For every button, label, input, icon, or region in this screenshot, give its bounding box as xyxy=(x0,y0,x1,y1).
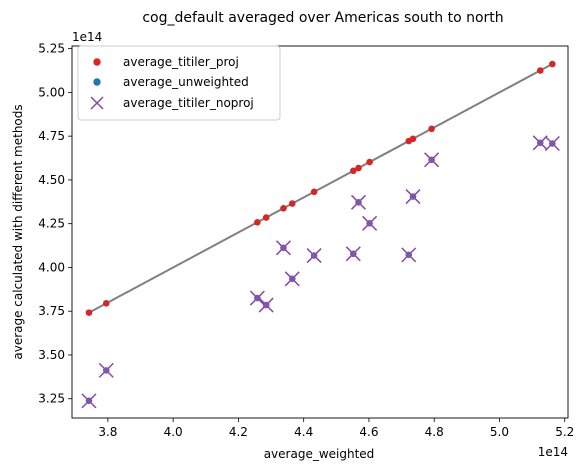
point-unweighted xyxy=(409,193,417,200)
y-tick-label: 5.25 xyxy=(38,42,65,56)
point-titiler-proj xyxy=(102,300,110,307)
legend-marker-unweighted xyxy=(93,78,101,86)
points-layer xyxy=(81,60,560,409)
x-tick-label: 4.8 xyxy=(425,425,444,439)
x-tick-label: 5.0 xyxy=(490,425,509,439)
y-tick-label: 3.50 xyxy=(38,348,65,362)
point-titiler-proj xyxy=(254,218,261,226)
legend: average_titiler_proj average_unweighted … xyxy=(77,45,281,121)
point-unweighted xyxy=(280,244,287,252)
x-tick-label: 3.8 xyxy=(98,425,117,439)
plot-frame xyxy=(71,45,569,419)
point-titiler-proj xyxy=(428,125,435,133)
y-tick-label: 3.25 xyxy=(38,392,65,406)
point-titiler-proj xyxy=(310,188,318,196)
point-titiler-proj xyxy=(280,204,287,212)
x-tick-label: 5.2 xyxy=(555,425,574,439)
legend-marker-titiler-noproj xyxy=(90,96,104,110)
point-unweighted xyxy=(349,250,357,258)
point-titiler-proj xyxy=(409,135,417,143)
y-offset-text: 1e14 xyxy=(72,30,102,44)
legend-label-titiler-noproj: average_titiler_noproj xyxy=(123,96,254,110)
point-titiler-proj xyxy=(355,164,362,172)
point-unweighted xyxy=(85,397,93,405)
point-unweighted xyxy=(549,140,556,147)
point-unweighted xyxy=(536,139,544,147)
y-tick-label: 4.25 xyxy=(38,217,65,231)
point-titiler-proj xyxy=(549,60,556,68)
legend-label-titiler-proj: average_titiler_proj xyxy=(123,55,239,69)
point-titiler-proj xyxy=(366,158,373,166)
legend-frame xyxy=(77,45,281,121)
point-unweighted xyxy=(102,367,110,374)
y-tick-label: 4.50 xyxy=(38,173,65,187)
x-tick-label: 4.2 xyxy=(229,425,248,439)
point-titiler-proj xyxy=(536,67,544,74)
x-tick-label: 4.4 xyxy=(294,425,313,439)
point-unweighted xyxy=(366,220,373,227)
point-titiler-proj xyxy=(288,200,296,207)
point-unweighted xyxy=(310,252,318,259)
y-tick-label: 3.75 xyxy=(38,304,65,318)
point-titiler-proj xyxy=(262,214,270,221)
legend-label-unweighted: average_unweighted xyxy=(123,75,249,89)
x-offset-text: 1e14 xyxy=(538,445,568,459)
x-tick-label: 4.0 xyxy=(164,425,183,439)
point-unweighted xyxy=(254,294,261,302)
point-titiler-proj xyxy=(349,167,357,175)
x-tick-label: 4.6 xyxy=(359,425,378,439)
point-unweighted xyxy=(262,301,270,309)
point-unweighted xyxy=(428,156,435,164)
y-axis: 3.25 3.50 3.75 4.00 4.25 4.50 4.75 5.00 5.25 xyxy=(38,42,72,406)
x-axis-label: average_weighted xyxy=(264,447,375,461)
point-unweighted xyxy=(405,251,413,259)
point-unweighted xyxy=(355,199,362,206)
x-axis: 3.8 4.0 4.2 4.4 4.6 4.8 5.0 5.2 xyxy=(98,418,574,439)
legend-marker-titiler-proj xyxy=(93,58,101,66)
y-tick-label: 4.00 xyxy=(38,260,65,274)
point-titiler-proj xyxy=(85,309,93,316)
point-unweighted xyxy=(288,275,296,283)
y-tick-label: 4.75 xyxy=(38,129,65,143)
y-axis-label: average calculated with different method… xyxy=(11,104,25,359)
y-tick-label: 5.00 xyxy=(38,85,65,99)
chart-title: cog_default averaged over Americas south… xyxy=(142,10,503,26)
